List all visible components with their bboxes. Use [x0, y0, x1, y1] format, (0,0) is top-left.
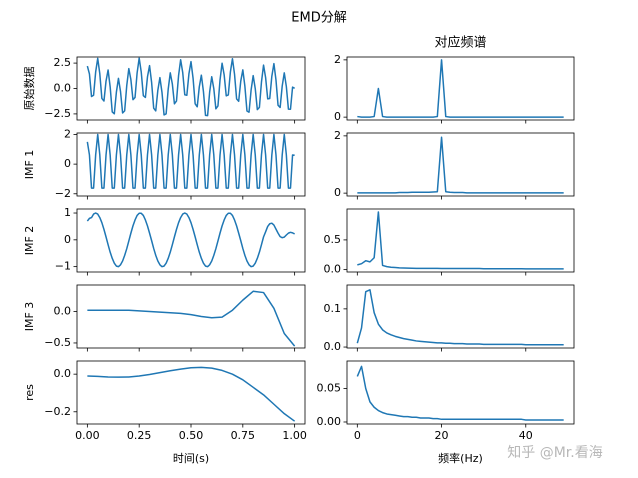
axes-frame — [346, 56, 575, 121]
y-tick-label: 0 — [64, 157, 71, 170]
y-tick-label: 0 — [64, 233, 71, 246]
y-tick-label: 2.5 — [54, 56, 72, 69]
data-line — [87, 290, 296, 347]
y-tick-label: −1 — [55, 260, 71, 273]
x-tick-label: 40 — [519, 429, 533, 442]
y-tick-label: 0.0 — [324, 340, 342, 353]
y-tick-label: −2.5 — [44, 107, 71, 120]
data-line — [86, 57, 295, 117]
data-line — [87, 366, 296, 422]
y-axis-label: res — [23, 384, 36, 401]
x-tick-label: 20 — [435, 429, 449, 442]
y-tick-label: 2 — [334, 53, 341, 66]
y-tick-label: 0 — [334, 110, 341, 123]
data-line — [356, 365, 564, 421]
data-line — [357, 59, 564, 118]
axes-frame — [346, 208, 575, 273]
y-tick-label: 0 — [334, 186, 341, 199]
x-tick-label: 0.00 — [75, 429, 100, 442]
y-tick-label: 0.05 — [317, 381, 342, 394]
x-tick-label: 1.00 — [282, 429, 307, 442]
axes-frame — [346, 132, 575, 197]
y-tick-label: 0.0 — [54, 367, 72, 380]
watermark: 知乎 @Mr.看海 — [507, 444, 602, 461]
y-tick-label: 0.0 — [54, 82, 72, 95]
y-axis-label: 原始数据 — [22, 67, 36, 111]
x-tick-label: 0.25 — [127, 429, 152, 442]
data-line — [356, 289, 564, 346]
data-line — [86, 212, 295, 268]
data-line — [357, 211, 564, 270]
x-tick-label: 0 — [354, 429, 361, 442]
axes-frame — [76, 360, 306, 425]
axes-frame — [76, 208, 306, 273]
y-axis-label: IMF 1 — [23, 150, 36, 180]
axes-frame — [76, 284, 306, 349]
axes-title: 对应频谱 — [434, 35, 486, 51]
y-tick-label: 2 — [64, 127, 71, 140]
y-tick-label: 0.00 — [317, 415, 342, 428]
data-line — [86, 133, 295, 189]
axes-frame — [346, 284, 575, 349]
axes-frame — [346, 360, 575, 425]
y-tick-label: −0.5 — [44, 336, 71, 349]
figure-title: EMD分解 — [291, 11, 346, 26]
x-axis-label: 时间(s) — [173, 452, 209, 465]
y-tick-label: −0.2 — [44, 405, 71, 418]
x-axis-label: 频率(Hz) — [438, 451, 483, 465]
y-tick-label: 1 — [64, 206, 71, 219]
y-axis-label: IMF 2 — [23, 226, 36, 256]
data-line — [357, 136, 564, 194]
y-axis-label: IMF 3 — [23, 302, 36, 332]
x-tick-label: 0.75 — [231, 429, 256, 442]
y-tick-label: 0.0 — [54, 304, 72, 317]
y-tick-label: −2 — [55, 187, 71, 200]
y-tick-label: 2 — [334, 129, 341, 142]
y-tick-label: 0.0 — [324, 263, 342, 276]
y-tick-label: 0.1 — [324, 302, 342, 315]
x-tick-label: 0.50 — [179, 429, 204, 442]
y-tick-label: 0.5 — [324, 233, 342, 246]
